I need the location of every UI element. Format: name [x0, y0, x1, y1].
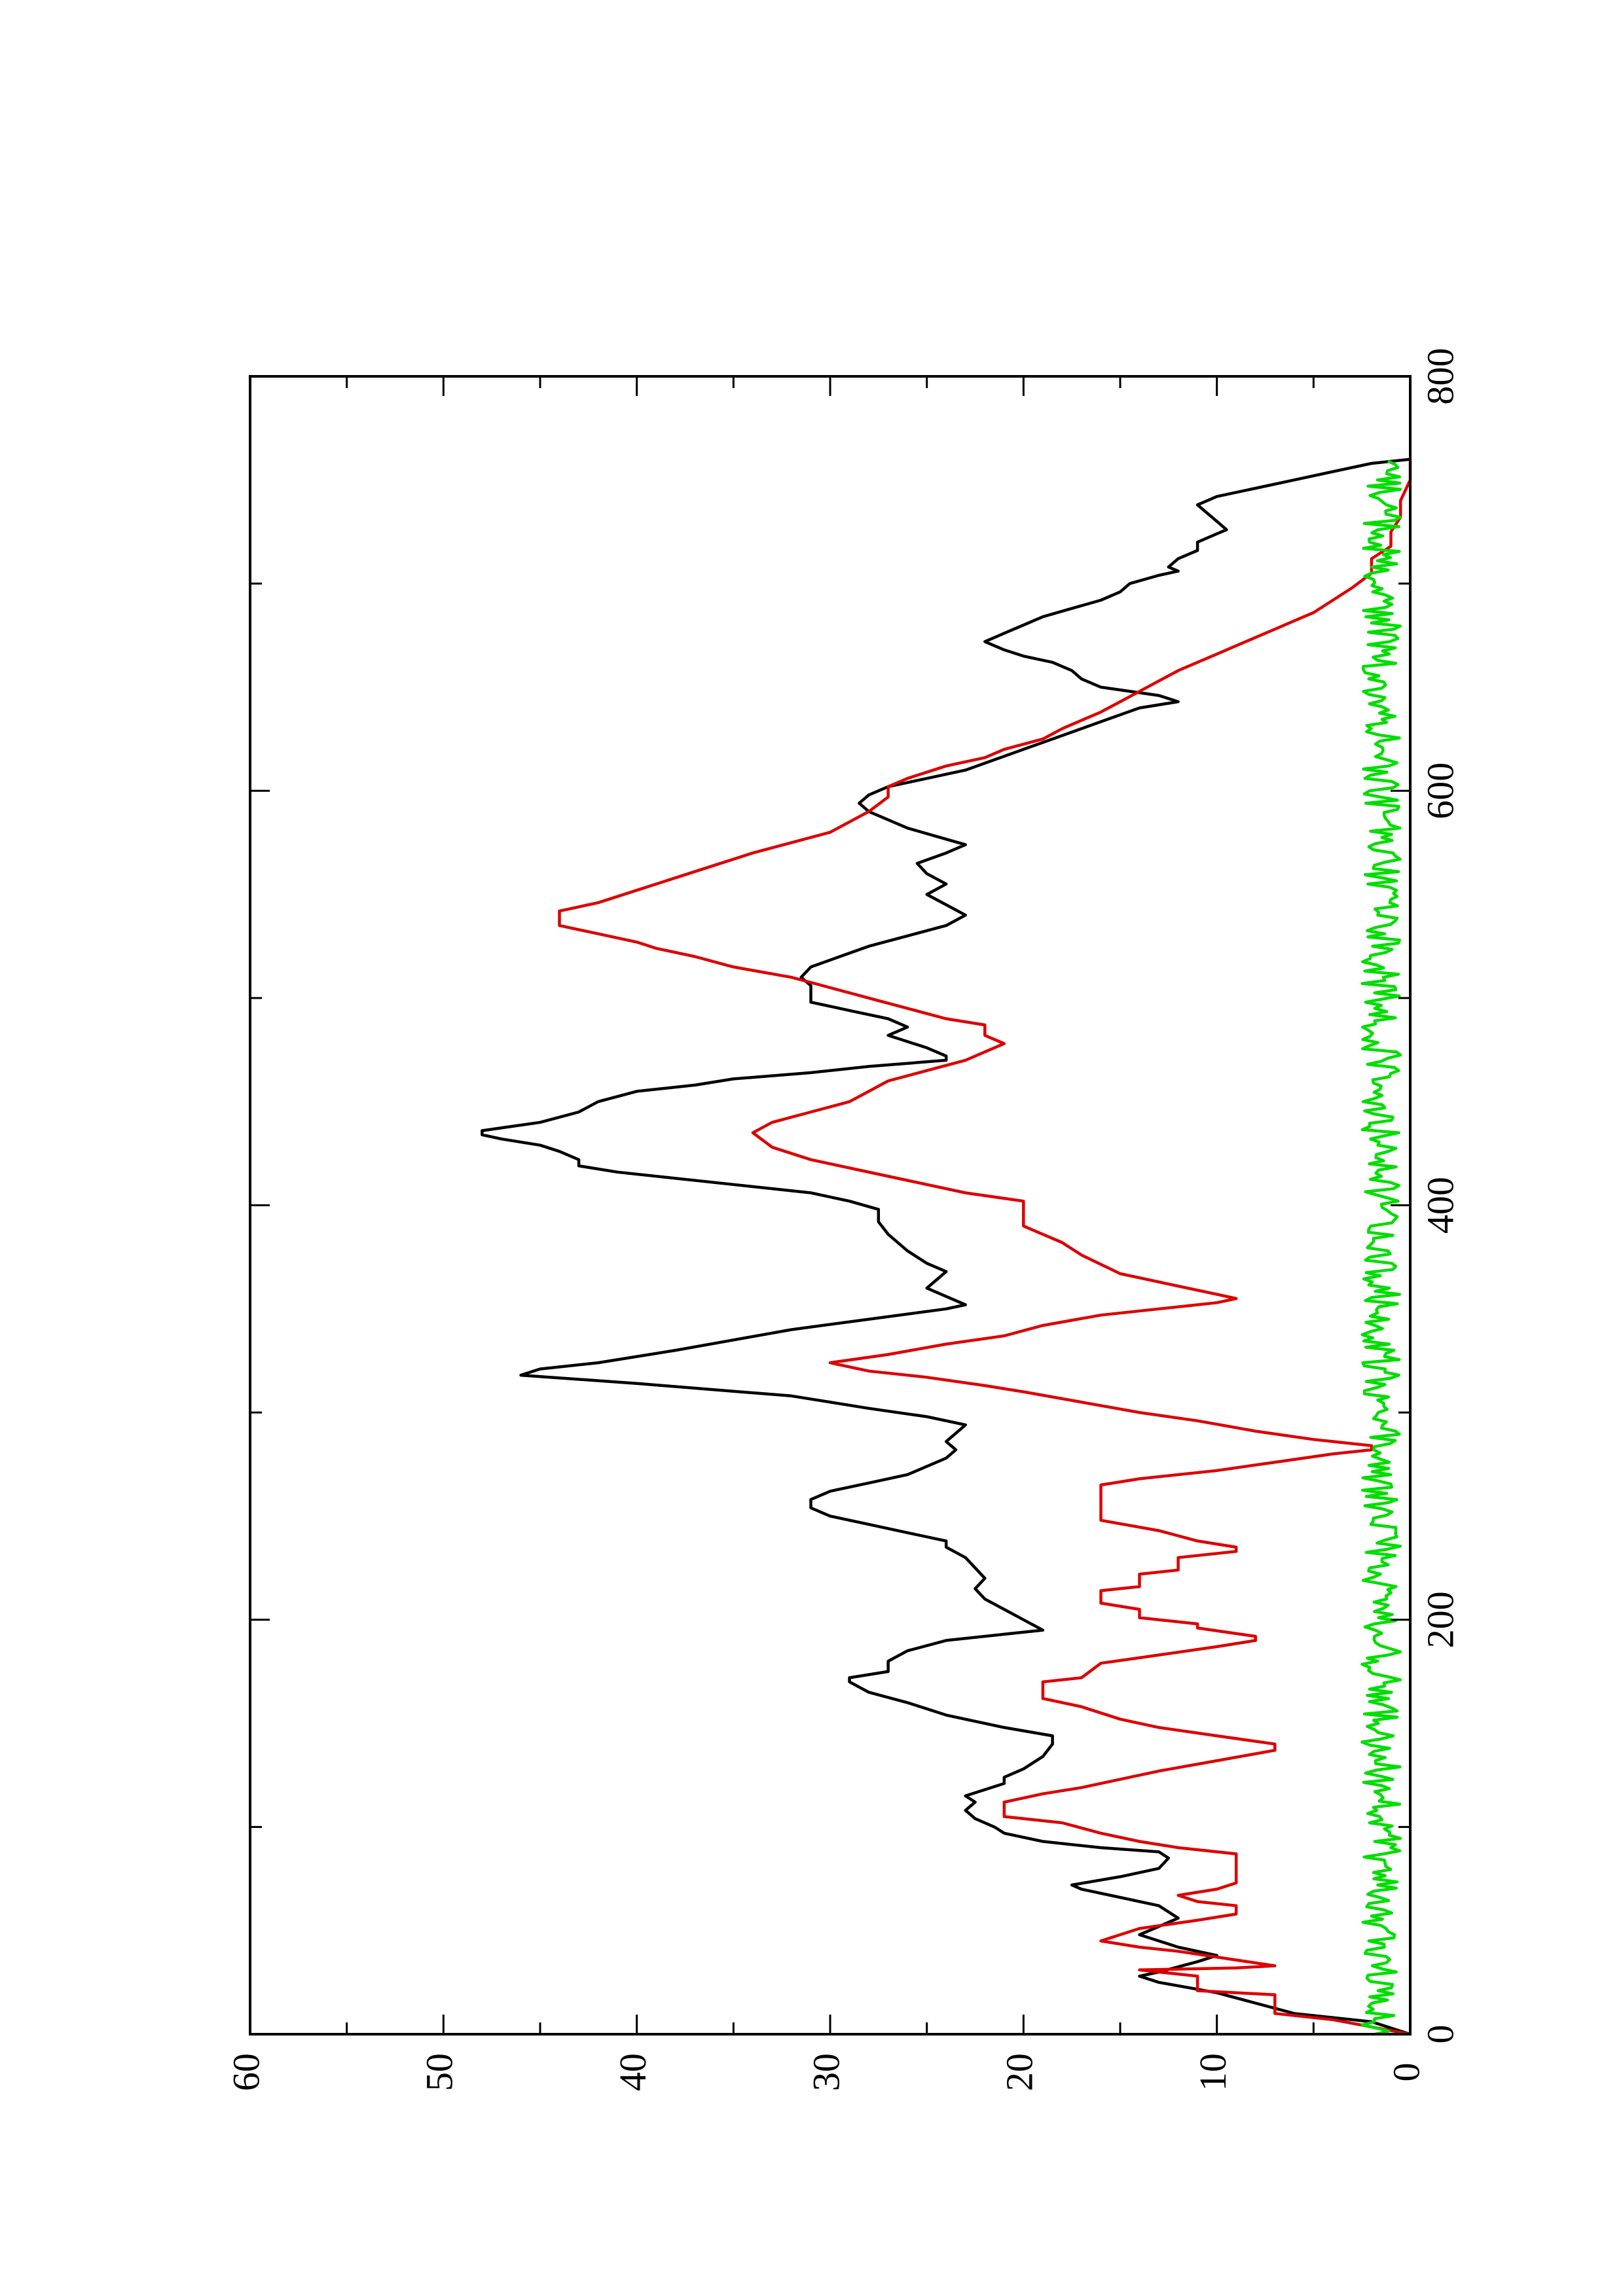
x-tick-label: 600: [1419, 762, 1461, 819]
series-line-1: [481, 457, 1411, 2036]
series-line-2: [558, 459, 1412, 2036]
y-tick-label: 20: [998, 2053, 1041, 2091]
series-line-3: [1360, 459, 1402, 2036]
axis-ticks: [249, 375, 1412, 2036]
y-tick-label: 50: [418, 2053, 461, 2091]
x-tick-label: 200: [1419, 1591, 1461, 1648]
y-tick-label: 40: [611, 2053, 654, 2091]
x-tick-label: 400: [1419, 1177, 1461, 1234]
y-tick-label: 60: [225, 2053, 267, 2091]
tick-labels: 0 200 400 600 800 0 10 20 30 40 50 60: [225, 348, 1461, 2092]
plot-frame: [249, 375, 1412, 2036]
x-tick-label: 800: [1419, 348, 1461, 405]
plot-area: [481, 457, 1412, 2036]
y-tick-label: 10: [1192, 2053, 1234, 2091]
y-tick-label: 0: [1385, 2063, 1427, 2082]
y-tick-label: 30: [805, 2053, 847, 2091]
x-tick-label: 0: [1419, 2025, 1461, 2044]
